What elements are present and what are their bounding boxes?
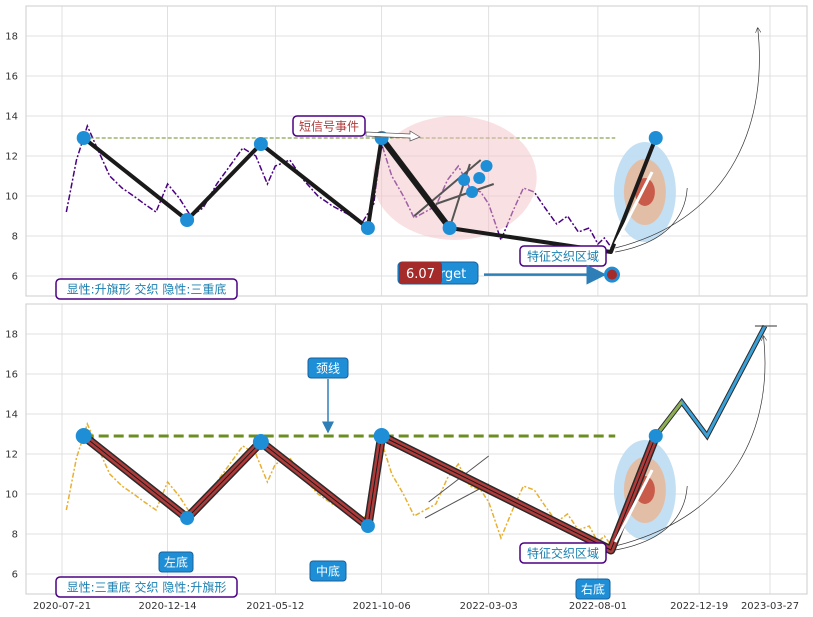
- top-pattern-label-box: [55, 278, 238, 300]
- short-signal-label: 短信号事件: [299, 120, 359, 134]
- target-value: 6.07: [406, 267, 435, 282]
- bottom-zone-arrow: [613, 469, 654, 543]
- top-y-tick-label: 12: [5, 152, 18, 163]
- bottom-pattern-node: [360, 519, 375, 533]
- right-bottom-label: 右底: [581, 582, 605, 597]
- bottom-pattern-node: [180, 511, 195, 525]
- top-zone-arrow: [613, 171, 654, 245]
- projection-green-leg: [654, 401, 683, 437]
- cluster-node: [473, 172, 486, 184]
- pattern-thick-leg: [379, 136, 453, 230]
- bottom-inner-curve: [615, 485, 688, 551]
- x-tick-label: 2022-08-01: [569, 601, 627, 612]
- top-pattern-node: [648, 131, 663, 145]
- top-projection-curve: [615, 28, 759, 249]
- target-value-box: [399, 262, 442, 284]
- top-pattern-node: [76, 131, 91, 145]
- top-pattern-label: 显性:升旗形 交织 隐性:三重底: [67, 282, 227, 297]
- channel-line-lower: [424, 483, 489, 519]
- x-tick-label: 2020-12-14: [139, 601, 197, 612]
- left-bottom-label: 左底: [164, 555, 188, 570]
- top-y-tick-label: 6: [12, 272, 18, 283]
- bottom-y-tick-label: 8: [12, 530, 18, 541]
- bottom-y-tick-label: 14: [5, 410, 18, 421]
- bottom-pattern-node: [75, 428, 92, 444]
- top-pattern-node: [253, 137, 268, 151]
- right-bottom-label-box: [575, 578, 611, 600]
- x-tick-label: 2020-07-21: [33, 601, 91, 612]
- bottom-zone-label: 特征交织区域: [527, 546, 599, 561]
- top-pattern-node: [442, 221, 457, 235]
- top-y-tick-label: 18: [5, 32, 18, 43]
- cluster-node: [466, 186, 479, 198]
- bottom-y-tick-label: 6: [12, 570, 18, 581]
- x-tick-label: 2022-03-03: [460, 601, 518, 612]
- bottom-price-line: [65, 421, 613, 547]
- cluster-segment: [435, 183, 495, 205]
- bottom-pattern-label-box: [55, 576, 238, 598]
- bottom-projection-curve: [615, 336, 765, 547]
- top-zone-label-box: [519, 245, 607, 267]
- bottom-y-tick-label: 12: [5, 450, 18, 461]
- x-tick-label: 2021-05-12: [246, 601, 304, 612]
- cluster-segment: [413, 159, 482, 217]
- top-y-tick-label: 14: [5, 112, 18, 123]
- left-bottom-label-box: [158, 551, 194, 573]
- bottom-y-tick-label: 16: [5, 370, 18, 381]
- top-inner-curve: [615, 187, 688, 253]
- x-tick-label: 2022-12-19: [670, 601, 728, 612]
- short-signal-arrow: [365, 130, 421, 142]
- target-node-inner: [607, 269, 617, 280]
- x-tick-label: 2021-10-06: [353, 601, 411, 612]
- bottom-pattern-label: 显性:三重底 交织 隐性:升旗形: [67, 580, 227, 595]
- bottom-pattern-node: [252, 434, 269, 450]
- bottom-pattern-node: [648, 429, 663, 443]
- bottom-pattern-node: [373, 428, 390, 444]
- cluster-node: [458, 174, 471, 186]
- bottom-y-tick-label: 18: [5, 330, 18, 341]
- short-signal-label-box: [292, 115, 366, 137]
- top-pattern-node: [360, 221, 375, 235]
- mid-bottom-label: 中底: [316, 564, 340, 579]
- short-signal-ellipse: [372, 116, 537, 240]
- mid-bottom-label-box: [309, 560, 347, 582]
- top-pattern-node: [180, 213, 195, 227]
- neckline-label-box: [307, 357, 349, 379]
- cluster-node: [480, 160, 493, 172]
- bottom-y-tick-label: 10: [5, 490, 18, 501]
- top-y-tick-label: 10: [5, 192, 18, 203]
- x-tick-label: 2023-03-27: [741, 601, 799, 612]
- neckline-label: 颈线: [316, 362, 340, 376]
- top-y-tick-label: 16: [5, 72, 18, 83]
- bottom-zone-label-box: [519, 542, 607, 564]
- top-y-tick-label: 8: [12, 232, 18, 243]
- top-zone-label: 特征交织区域: [527, 249, 599, 264]
